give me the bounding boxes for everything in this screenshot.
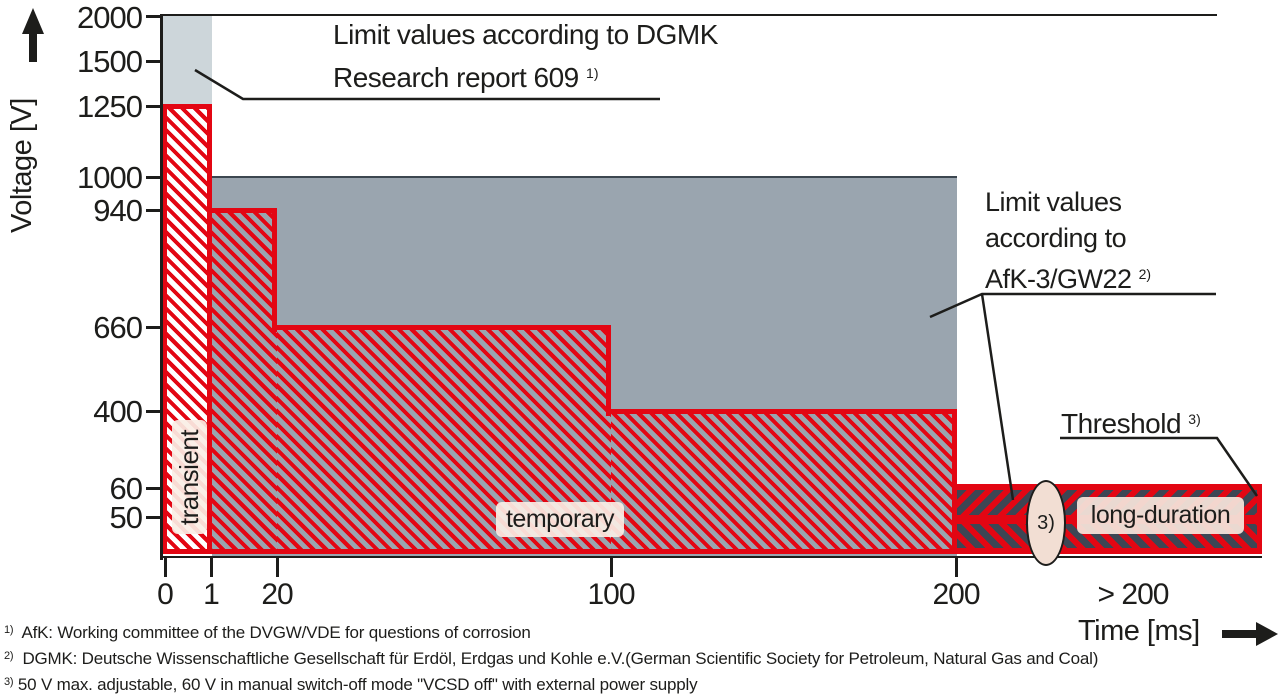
dgmk-annotation: Limit values according to DGMK Research …: [333, 16, 718, 97]
y-label-1000: 1000: [77, 160, 143, 195]
x-label-gt200: > 200: [1097, 578, 1170, 611]
y-tick-60: [146, 487, 162, 490]
y-tick-400: [146, 410, 162, 413]
afk-step-1-20ms: [212, 208, 277, 554]
zone-transient-label: transient: [174, 429, 205, 525]
y-tick-2000: [146, 15, 162, 18]
x-label-200: 200: [932, 578, 980, 611]
footnote-1-marker: 1): [4, 624, 14, 636]
x-axis-line: [160, 556, 1262, 558]
afk-annotation-footnote-ref: 2): [1138, 266, 1152, 282]
afk-outline-vertical-20ms: [272, 208, 277, 332]
zone-long-duration-label: long-duration: [1090, 501, 1231, 529]
y-axis-title: Voltage [V]: [6, 98, 38, 233]
y-axis-title-arrow-icon: [22, 8, 44, 34]
x-label-20: 20: [261, 578, 293, 611]
y-label-660: 660: [93, 310, 143, 345]
dgmk-annotation-line2: Research report 609: [333, 62, 579, 93]
y-tick-940: [146, 209, 162, 212]
afk-annotation-line2: according to: [985, 223, 1127, 253]
afk-outline-vertical-1ms: [207, 104, 212, 554]
zone-transient: transient: [172, 420, 207, 534]
y-tick-1250: [146, 105, 162, 108]
x-tick-100: [610, 558, 613, 577]
x-axis-title: Time [ms]: [1078, 615, 1200, 647]
afk-outline-vertical-100ms: [606, 325, 611, 416]
y-tick-50: [146, 516, 162, 519]
gridline-2000v: [160, 14, 1217, 16]
threshold-annotation-footnote-ref: 3): [1188, 411, 1201, 427]
afk-outline-bottom: [163, 549, 957, 554]
y-label-2000: 2000: [77, 0, 143, 35]
footnote-2-text: DGMK: Deutsche Wissenschaftliche Gesells…: [22, 649, 1099, 668]
footnote-1-text: AfK: Working committee of the DVGW/VDE f…: [21, 623, 531, 642]
x-label-0: 0: [157, 578, 174, 611]
zone-temporary: temporary: [496, 502, 624, 537]
afk-outline-vertical-200ms: [952, 409, 957, 554]
y-label-1500: 1500: [77, 44, 143, 79]
zone-temporary-label: temporary: [505, 505, 615, 533]
x-tick-20: [276, 558, 279, 577]
zone-long-duration: long-duration: [1077, 497, 1244, 534]
y-label-50: 50: [109, 500, 143, 535]
footnote-3: 3) 50 V max. adjustable, 60 V in manual …: [4, 675, 698, 695]
footnote-2: 2) DGMK: Deutsche Wissenschaftliche Gese…: [4, 649, 1098, 669]
x-tick-1: [210, 558, 213, 577]
y-label-400: 400: [93, 394, 143, 429]
dgmk-annotation-line1: Limit values according to DGMK: [333, 19, 718, 50]
footnote-1: 1) AfK: Working committee of the DVGW/VD…: [4, 623, 531, 643]
dgmk-annotation-footnote-ref: 1): [586, 65, 599, 81]
x-axis-title-arrow-stem: [1222, 630, 1260, 638]
footnote-3-marker: 3): [4, 676, 14, 688]
afk-annotation-line3: AfK-3/GW22: [985, 264, 1132, 294]
y-tick-1000: [146, 176, 162, 179]
afk-annotation: Limit values according to AfK-3/GW22 2): [985, 184, 1151, 297]
threshold-annotation: Threshold 3): [1061, 400, 1201, 443]
footnote-2-marker: 2): [4, 650, 14, 662]
footnote-3-ellipse: 3): [1026, 480, 1066, 566]
x-tick-200: [955, 558, 958, 577]
x-tick-0: [164, 558, 167, 577]
footnote-3-ellipse-label: 3): [1037, 511, 1055, 534]
footnote-3-text: 50 V max. adjustable, 60 V in manual swi…: [17, 675, 698, 694]
y-label-60: 60: [109, 471, 143, 506]
y-axis-title-arrow-stem: [29, 32, 37, 62]
y-label-1250: 1250: [77, 89, 143, 124]
y-tick-660: [146, 326, 162, 329]
threshold-annotation-label: Threshold: [1061, 408, 1182, 439]
y-label-940: 940: [93, 193, 143, 228]
y-tick-1500: [146, 60, 162, 63]
x-label-100: 100: [587, 578, 635, 611]
y-axis-line: [160, 14, 163, 560]
x-axis-title-arrow-icon: [1256, 622, 1278, 646]
afk-step-100-200ms: [611, 409, 957, 554]
x-label-1: 1: [203, 578, 220, 611]
afk-annotation-line1: Limit values: [985, 187, 1122, 217]
